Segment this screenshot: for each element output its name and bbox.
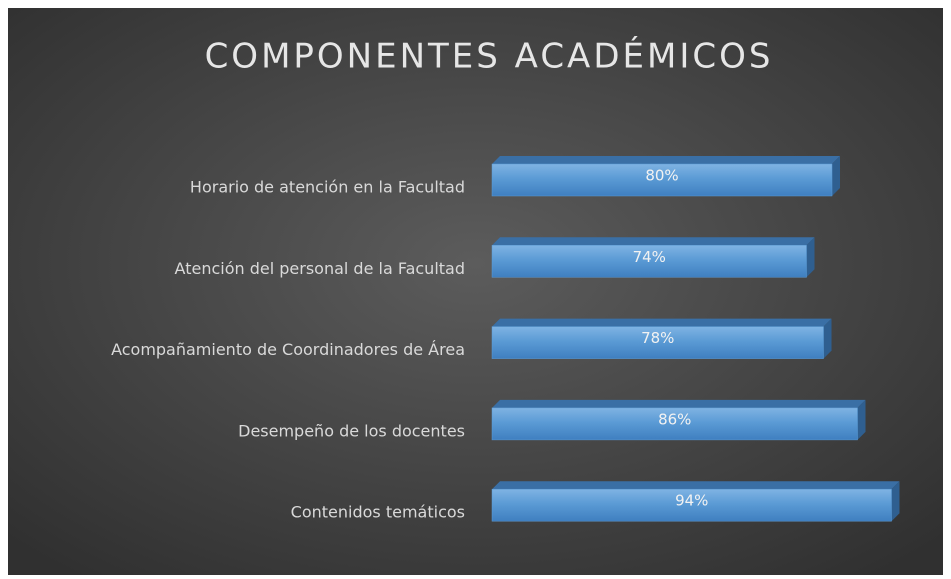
bar <box>491 245 807 278</box>
category-label: Atención del personal de la Facultad <box>175 259 465 278</box>
value-label: 74% <box>633 248 666 266</box>
value-label: 94% <box>675 492 708 510</box>
chart-title: COMPONENTES ACADÉMICOS <box>205 36 774 77</box>
bar-top <box>492 237 815 246</box>
category-label: Contenidos temáticos <box>291 503 465 522</box>
value-label: 78% <box>641 329 674 347</box>
bar-side <box>891 481 900 522</box>
bar <box>491 488 892 522</box>
bar-side <box>806 237 815 278</box>
bar-side <box>823 318 832 359</box>
category-label: Acompañamiento de Coordinadores de Área <box>111 340 465 359</box>
bar-top <box>492 481 900 490</box>
chart-background <box>8 8 943 575</box>
value-label: 80% <box>645 167 678 185</box>
bar <box>491 326 824 359</box>
bar <box>491 407 858 441</box>
value-label: 86% <box>658 410 691 428</box>
bar <box>491 163 833 197</box>
bar-side <box>832 156 840 196</box>
bar-top <box>492 156 840 164</box>
bar-side <box>857 399 866 440</box>
bar-top <box>492 318 832 327</box>
category-label: Desempeño de los docentes <box>238 421 465 440</box>
category-label: Horario de atención en la Facultad <box>190 178 465 197</box>
bar-top <box>492 399 866 408</box>
